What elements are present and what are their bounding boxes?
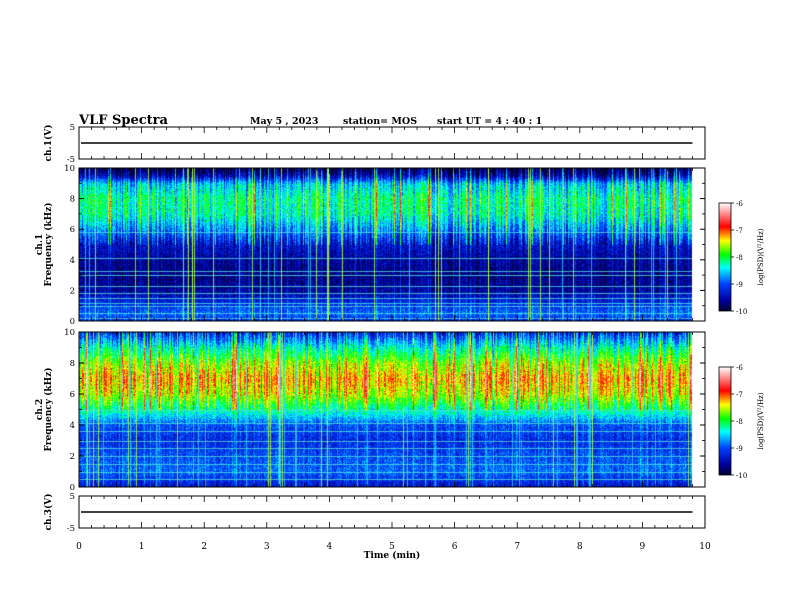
x-tick-label: 2 <box>201 542 207 552</box>
ch2-spectrogram-ytick-label: 10 <box>64 328 75 338</box>
x-axis-label: Time (min) <box>364 550 421 561</box>
ch2-spectrogram-ytick-label: 8 <box>70 359 75 369</box>
ch1-spectrogram-colorbar-label: -6 <box>736 200 743 208</box>
ch1-spectrogram-colorbar <box>718 202 732 312</box>
x-tick-label: 8 <box>577 542 583 552</box>
ch1-voltage-ylabel: ch.1(V) <box>43 125 54 162</box>
ch1-voltage-ytick-label: 5 <box>70 123 75 133</box>
ch1-spectrogram-ylabel: Frequency (kHz) <box>43 202 54 286</box>
ch1-spectrogram-colorbar-label: -8 <box>736 254 743 262</box>
ch2-spectrogram-colorbar <box>718 366 732 476</box>
x-tick-label: 6 <box>452 542 458 552</box>
ch1-spectrogram-ytick-label: 4 <box>70 256 75 266</box>
station-label: station= MOS <box>343 116 418 127</box>
x-tick-label: 9 <box>640 542 646 552</box>
ch2-spectrogram-colorbar-label: -9 <box>736 445 743 453</box>
ch1-voltage-ytick-label: -5 <box>67 155 75 165</box>
ch3-voltage-ytick-label: -5 <box>67 524 75 534</box>
ch2-spectrogram-colorbar-label: -6 <box>736 364 743 372</box>
figure-title: VLF Spectra <box>79 113 168 128</box>
ch1-spectrogram-colorbar-label: -7 <box>736 227 743 235</box>
x-tick-label: 4 <box>327 542 333 552</box>
ch2-spectrogram-ytick-label: 0 <box>70 483 75 493</box>
ch2-spectrogram-ylabel: ch.2 <box>35 399 45 420</box>
x-tick-label: 7 <box>514 542 520 552</box>
ch1-spectrogram-ytick-label: 2 <box>70 286 75 296</box>
ch2-spectrogram-image <box>79 332 705 487</box>
date-label: May 5 , 2023 <box>250 116 319 127</box>
ch3-voltage-ylabel: ch.3(V) <box>43 494 54 531</box>
ch2-spectrogram-ylabel: Frequency (kHz) <box>43 367 54 451</box>
x-tick-label: 10 <box>699 542 711 552</box>
ch3-voltage-ytick-label: 5 <box>70 492 75 502</box>
ch1-spectrogram-colorbar-label: -10 <box>736 308 747 316</box>
ch1-spectrogram-colorbar-label: -9 <box>736 281 743 289</box>
ch1-spectrogram-ytick-label: 8 <box>70 195 75 205</box>
ch1-spectrogram-colorbar-title: log(PSD)(V²/Hz) <box>757 228 765 285</box>
ch1-spectrogram-ytick-label: 6 <box>70 225 75 235</box>
ch1-spectrogram-raster <box>79 168 705 321</box>
x-tick-label: 0 <box>76 542 82 552</box>
ch2-spectrogram-raster <box>79 332 705 487</box>
ch2-spectrogram-colorbar-label: -7 <box>736 391 743 399</box>
ch2-spectrogram-colorbar-label: -10 <box>736 472 747 480</box>
ch1-spectrogram-ytick-label: 0 <box>70 317 75 327</box>
x-tick-label: 1 <box>139 542 145 552</box>
ch1-spectrogram-ytick-label: 10 <box>64 164 75 174</box>
x-tick-label: 5 <box>389 542 395 552</box>
ch2-spectrogram-ytick-label: 4 <box>70 421 75 431</box>
start-time-label: start UT = 4 : 40 : 1 <box>437 116 543 127</box>
ch2-spectrogram-colorbar-label: -8 <box>736 418 743 426</box>
x-tick-label: 3 <box>264 542 270 552</box>
ch2-spectrogram-ytick-label: 2 <box>70 452 75 462</box>
ch1-spectrogram-image <box>79 168 705 321</box>
ch2-spectrogram-ytick-label: 6 <box>70 390 75 400</box>
ch2-spectrogram-colorbar-title: log(PSD)(V²/Hz) <box>757 392 765 449</box>
ch1-spectrogram-ylabel: ch.1 <box>35 234 45 255</box>
